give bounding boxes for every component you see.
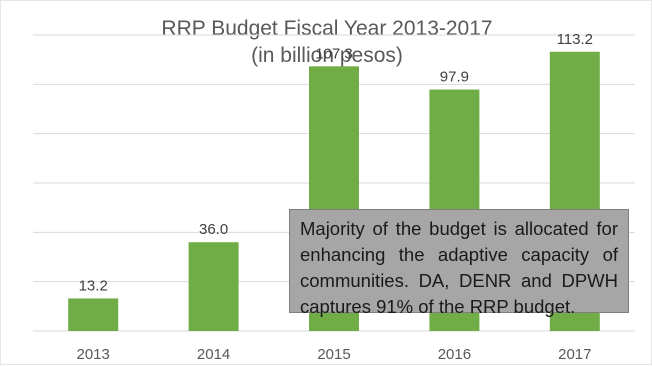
annotation-callout: Majority of the budget is allocated for … — [289, 209, 629, 317]
chart-title: RRP Budget Fiscal Year 2013-2017 — [161, 17, 493, 40]
x-tick-label-2015: 2015 — [317, 346, 350, 363]
data-label-2013: 13.2 — [79, 277, 108, 294]
chart-subtitle: (in billion pesos) — [251, 44, 403, 67]
data-label-2014: 36.0 — [199, 221, 228, 238]
x-tick-label-2016: 2016 — [438, 346, 471, 363]
x-tick-label-2013: 2013 — [77, 346, 110, 363]
x-tick-label-2014: 2014 — [197, 346, 230, 363]
data-label-2016: 97.9 — [440, 69, 469, 86]
bar-2013 — [68, 298, 119, 331]
data-label-2017: 113.2 — [557, 31, 593, 48]
data-label-2015: 107.3 — [315, 45, 353, 62]
x-tick-label-2017: 2017 — [558, 346, 591, 363]
bar-2014 — [188, 242, 239, 331]
